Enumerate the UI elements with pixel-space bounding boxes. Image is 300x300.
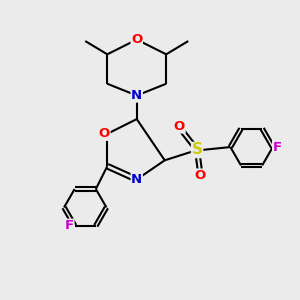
Text: S: S — [192, 142, 203, 158]
Text: F: F — [273, 141, 282, 154]
Text: N: N — [131, 89, 142, 102]
Text: O: O — [194, 169, 206, 182]
Text: O: O — [131, 33, 142, 46]
Text: N: N — [131, 173, 142, 186]
Text: O: O — [99, 127, 110, 140]
Text: F: F — [65, 219, 74, 232]
Text: O: O — [174, 120, 185, 133]
